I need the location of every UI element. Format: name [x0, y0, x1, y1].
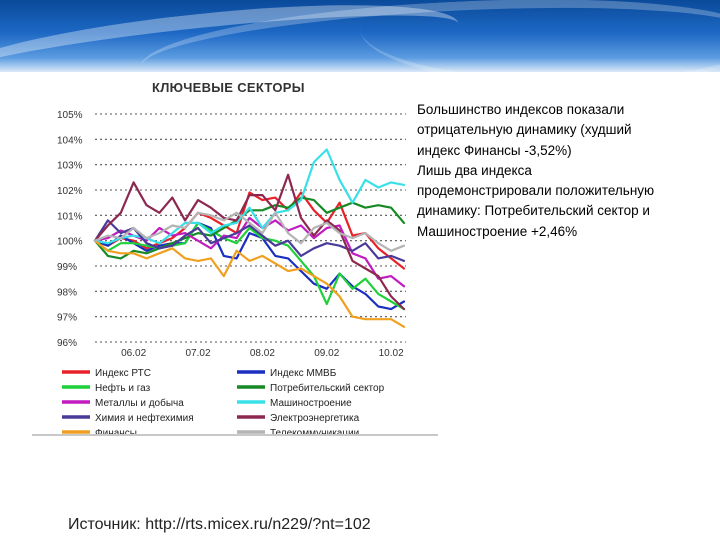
legend-label: Химия и нефтехимия	[95, 412, 194, 424]
x-tick-label: 06.02	[121, 348, 146, 359]
series-line	[93, 239, 406, 328]
series-line	[93, 216, 406, 288]
series-line	[93, 191, 406, 270]
line-chart: 105% 104% 103% 102% 101% 100% 99% 98% 97% 96% 06.0…	[57, 110, 406, 434]
y-tick-label: 98%	[57, 287, 77, 298]
banner-light-streak	[360, 0, 720, 72]
description-line: отрицательную динамику (худший	[417, 122, 632, 138]
y-tick-label: 96%	[57, 338, 77, 349]
x-tick-label: 10.02	[379, 348, 404, 359]
x-tick-label: 07.02	[185, 348, 210, 359]
series-line	[93, 221, 406, 311]
legend-label: Финансы	[95, 428, 137, 434]
y-tick-label: 99%	[57, 262, 77, 273]
series-line	[93, 221, 406, 311]
description-line: продемонстрировали положительную	[417, 183, 655, 199]
chart-panel: КЛЮЧЕВЫЕ СЕКТОРЫ 105% 104% 103% 102% 101% 100…	[32, 74, 438, 436]
y-tick-label: 100%	[57, 237, 83, 248]
y-tick-label: 102%	[57, 186, 83, 197]
legend-label: Нефть и газ	[95, 382, 151, 394]
description-line: Лишь два индекса	[417, 162, 532, 178]
series-line	[93, 173, 406, 311]
description-line: Большинство индексов показали	[417, 102, 625, 117]
y-tick-label: 103%	[57, 161, 83, 172]
series-line	[93, 219, 406, 262]
x-tick-label: 09.02	[314, 348, 339, 359]
x-tick-label: 08.02	[250, 348, 275, 359]
legend-label: Индекс ММВБ	[270, 368, 337, 379]
legend-label: Индекс РТС	[95, 368, 151, 379]
description-line: Машиностроение +2,46%	[417, 223, 578, 239]
legend-label: Металлы и добыча	[95, 397, 184, 409]
y-tick-label: 104%	[57, 135, 83, 146]
description-line: индекс Финансы -3,52%)	[417, 142, 572, 158]
legend-label: Телекоммуникации	[270, 428, 359, 434]
y-tick-label: 101%	[57, 211, 83, 222]
legend-label: Потребительский сектор	[270, 382, 385, 394]
source-link-text: Источник: http://rts.micex.ru/n229/?nt=1…	[68, 516, 371, 533]
description-text: Большинство индексов показали отрицатель…	[417, 100, 712, 242]
legend-label: Машиностроение	[270, 398, 352, 409]
description-line: динамику: Потребительский сектор и	[417, 203, 650, 219]
y-tick-label: 97%	[57, 313, 77, 324]
series-line	[93, 211, 406, 252]
y-tick-label: 105%	[57, 110, 83, 121]
legend-label: Электроэнергетика	[270, 413, 360, 424]
top-banner	[0, 0, 720, 72]
chart-title: КЛЮЧЕВЫЕ СЕКТОРЫ	[152, 80, 305, 95]
